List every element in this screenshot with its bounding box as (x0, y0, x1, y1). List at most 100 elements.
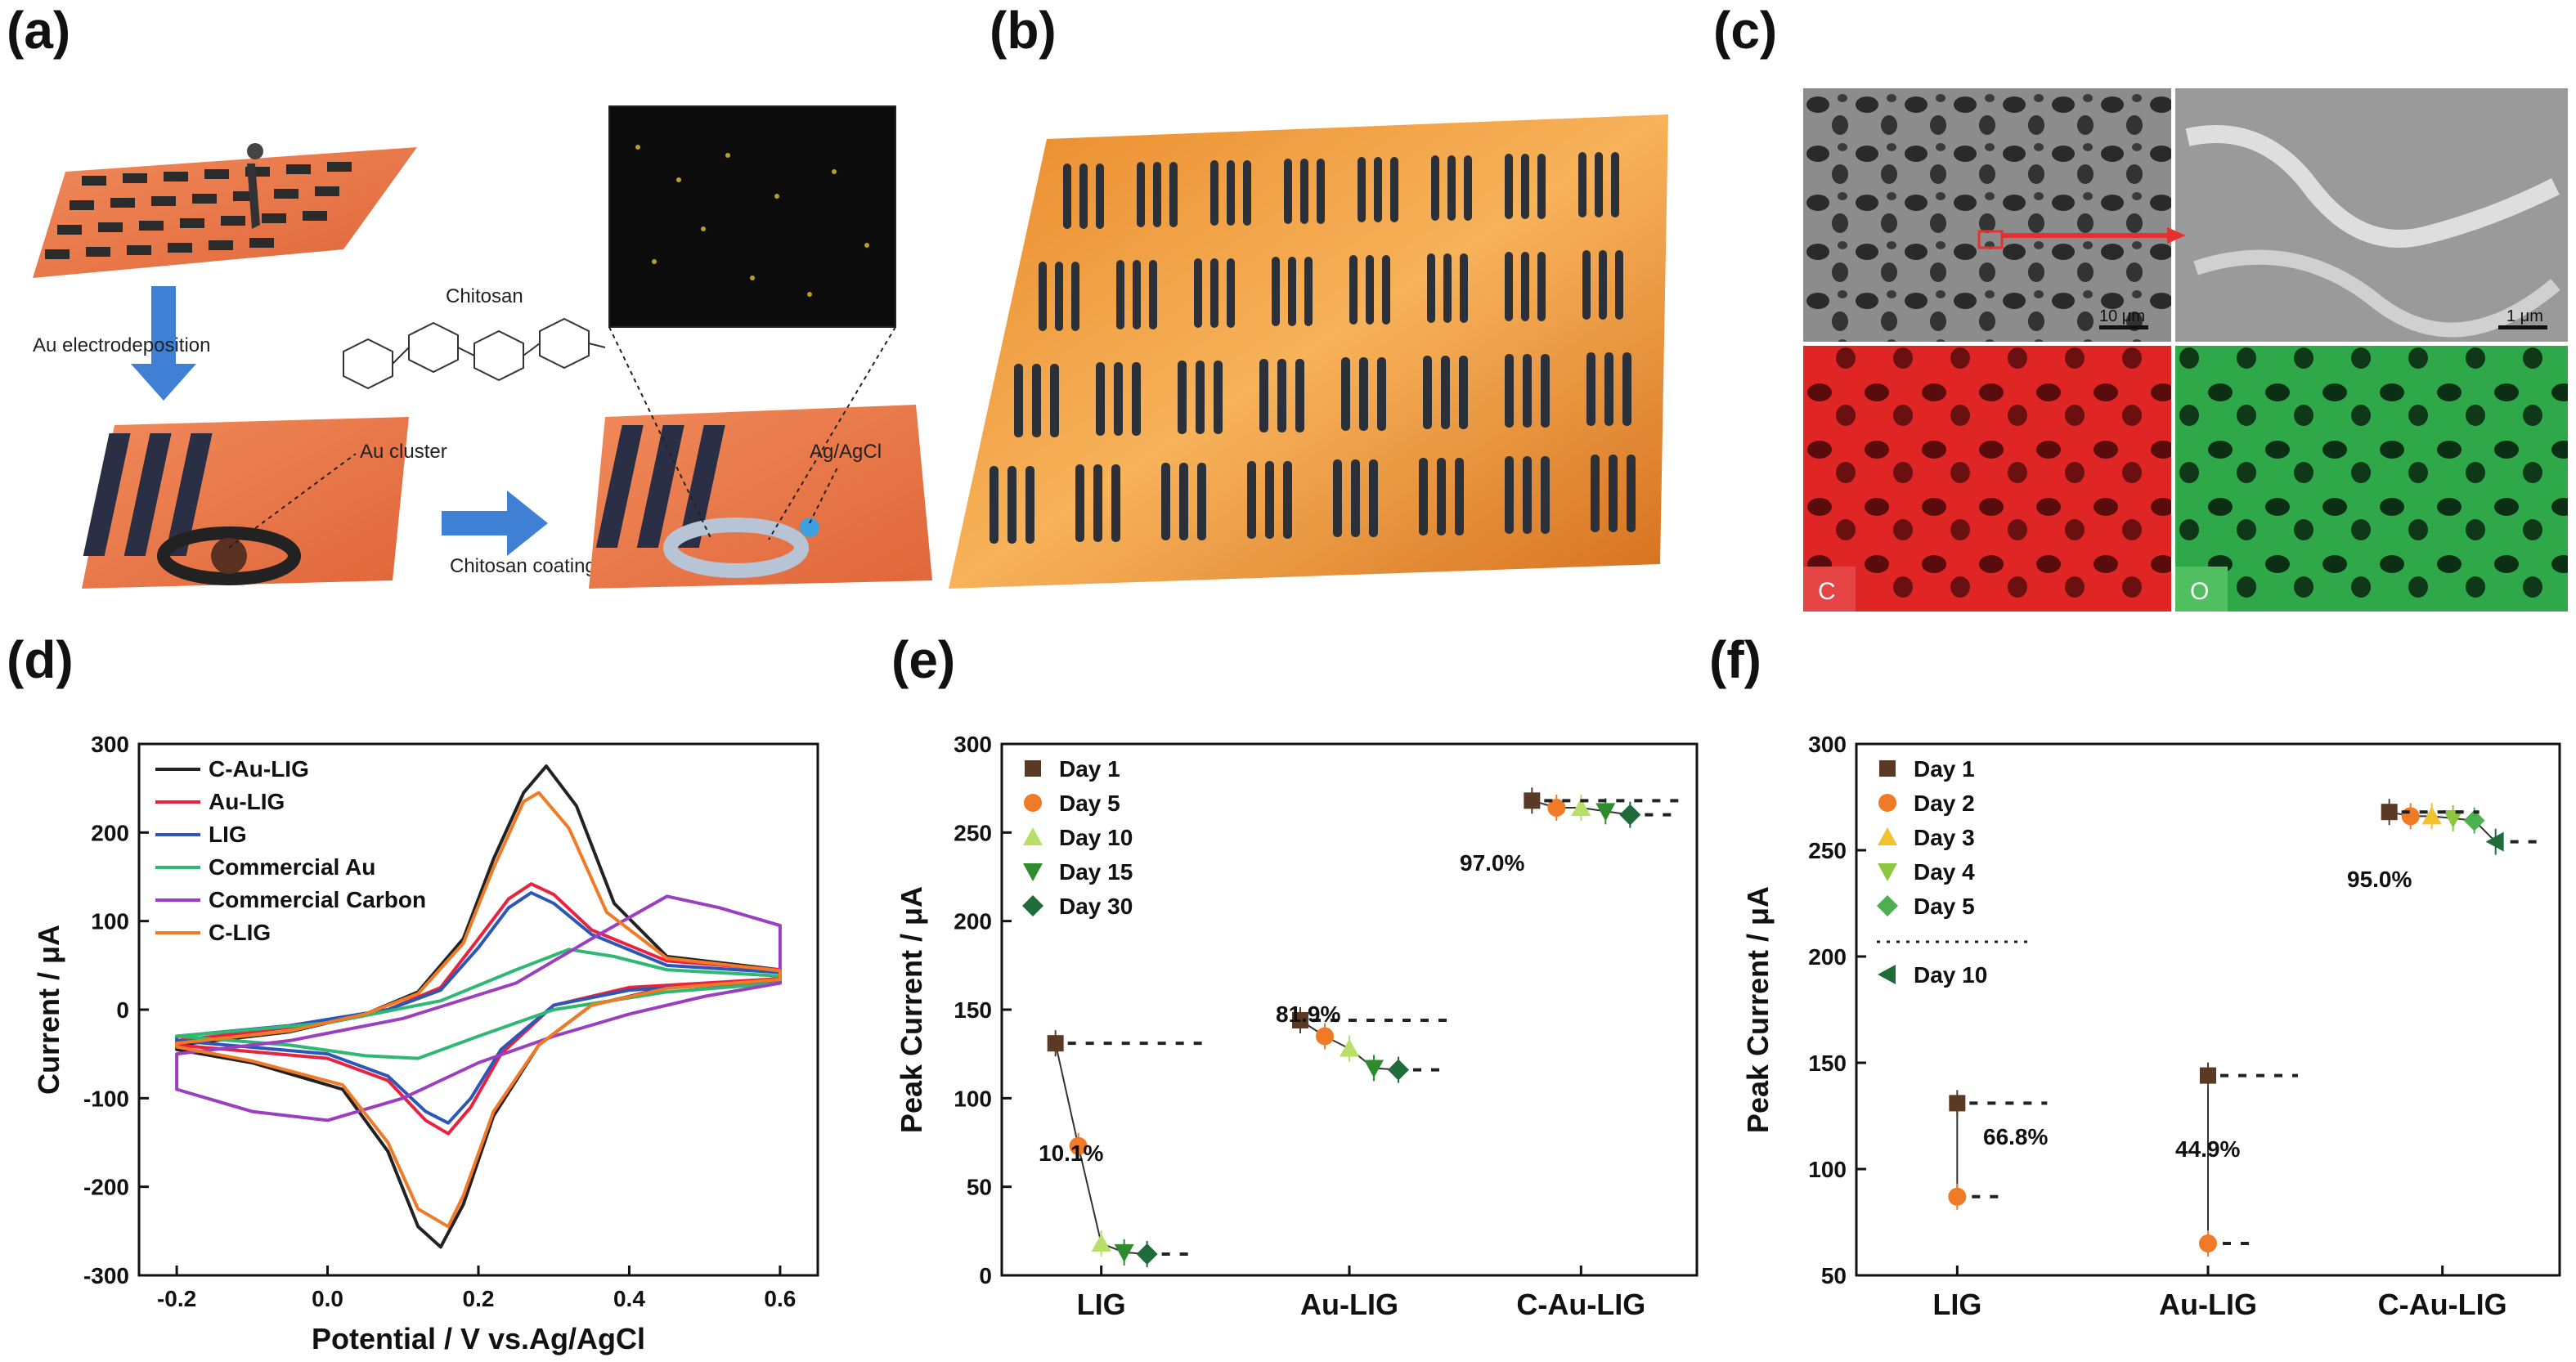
y-tick-label: 250 (1808, 838, 1847, 863)
schematic-illustration: Au electrodeposition Chitosan Au cluster… (33, 105, 932, 589)
data-point (2443, 810, 2463, 828)
label-electrodeposition: Au electrodeposition (33, 334, 210, 356)
category-label: Au-LIG (1300, 1288, 1398, 1321)
legend-marker (1877, 895, 1898, 916)
series-line-c-au-lig (175, 764, 782, 1249)
data-point (1340, 1038, 1359, 1057)
series-line-commercial-carbon (175, 894, 782, 1122)
stability-chart-f: 50 100 150 200 250 300 LIG Au-LIG C-Au-LIG Peak C… (1741, 732, 2561, 1321)
retention-annotation: 10.1% (1039, 1140, 1103, 1166)
label-chitosan-coating: Chitosan coating (450, 555, 596, 577)
x-tick-label: 0.2 (463, 1286, 495, 1311)
category-label: LIG (1932, 1288, 1981, 1321)
legend-marker (1023, 827, 1043, 845)
data-point (1091, 1234, 1111, 1252)
y-axis-title: Peak Current / μA (895, 886, 928, 1133)
y-tick-label: -100 (83, 1086, 129, 1111)
data-point (2381, 804, 2398, 821)
y-tick-label: 100 (1808, 1157, 1847, 1182)
y-tick-label: 200 (1808, 944, 1847, 970)
y-tick-label: 200 (954, 909, 992, 934)
legend-marker (1878, 965, 1896, 984)
legend-marker (1023, 863, 1043, 881)
category-label: C-Au-LIG (2378, 1288, 2507, 1321)
legend-label: Commercial Carbon (209, 887, 426, 912)
legend-label: Au-LIG (209, 789, 285, 814)
sem-eds-panel: 10 μm 1 μm C O (1803, 88, 2568, 612)
legend-label: C-LIG (209, 920, 271, 945)
map-label-o: O (2190, 578, 2209, 605)
y-tick-label: 300 (91, 732, 129, 757)
data-point (1114, 1243, 1134, 1262)
legend-label: Day 5 (1059, 791, 1120, 816)
data-point (2199, 1234, 2217, 1252)
scale-bar-1um: 1 μm (2506, 307, 2543, 325)
legend-label: Commercial Au (209, 854, 375, 880)
y-tick-label: -200 (83, 1175, 129, 1200)
stability-chart-e: 0 50 100 150 200 250 300 LIG Au-LIG C-Au-LIG Peak … (895, 732, 1699, 1321)
data-point (1949, 1095, 1966, 1112)
legend-label: Day 15 (1059, 859, 1133, 885)
legend-label: Day 4 (1914, 859, 1975, 885)
y-tick-label: 0 (116, 997, 129, 1023)
legend-marker (1022, 895, 1043, 916)
legend-marker (1879, 760, 1896, 777)
scale-bar-10um: 10 μm (2099, 307, 2145, 325)
y-tick-label: 250 (954, 820, 992, 845)
panel-label-a: (a) (7, 1, 71, 60)
data-point (1524, 792, 1541, 809)
category-label: C-Au-LIG (1516, 1288, 1645, 1321)
zoom-region-box (1977, 230, 2004, 249)
label-chitosan: Chitosan (446, 285, 523, 307)
x-tick-label: 0.6 (764, 1286, 796, 1311)
x-tick-label: -0.2 (157, 1286, 196, 1311)
y-tick-label: 300 (1808, 732, 1847, 757)
label-au-cluster: Au cluster (360, 441, 447, 463)
y-axis-title: Peak Current / μA (1741, 886, 1775, 1133)
retention-annotation: 95.0% (2347, 867, 2412, 892)
legend-label: Day 3 (1914, 825, 1975, 850)
x-tick-label: 0.0 (312, 1286, 343, 1311)
data-point (1292, 1012, 1308, 1028)
flexible-electrode-photo (949, 114, 1668, 589)
y-tick-label: -300 (83, 1263, 129, 1288)
legend-marker (1878, 827, 1897, 845)
data-point (1364, 1060, 1384, 1078)
data-point (1316, 1027, 1334, 1046)
legend-label: Day 10 (1914, 962, 1987, 988)
panel-label-c: (c) (1713, 1, 1778, 60)
legend-marker (1878, 863, 1897, 881)
label-ag-agcl: Ag/AgCl (810, 441, 882, 463)
data-point (2401, 807, 2420, 826)
map-label-c: C (1818, 578, 1836, 605)
legend-label: Day 2 (1914, 791, 1975, 816)
retention-annotation: 66.8% (1983, 1124, 2048, 1149)
y-tick-label: 300 (954, 732, 992, 757)
chitosan-structure (343, 317, 606, 390)
legend-label: LIG (209, 822, 247, 847)
legend-label: C-Au-LIG (209, 756, 309, 782)
y-tick-label: 50 (967, 1175, 992, 1200)
panel-label-b: (b) (990, 1, 1057, 60)
y-tick-label: 100 (91, 909, 129, 934)
data-point (1948, 1187, 1967, 1206)
panel-label-e: (e) (891, 630, 956, 689)
sem-image-low-mag (1803, 88, 2171, 342)
data-point (1047, 1035, 1064, 1052)
data-point (1571, 798, 1591, 816)
category-label: Au-LIG (2159, 1288, 2257, 1321)
panel-label-d: (d) (7, 630, 74, 689)
legend-label: Day 1 (1059, 756, 1120, 782)
data-point (1136, 1243, 1158, 1265)
legend-marker (1878, 794, 1896, 812)
data-point (2200, 1067, 2216, 1084)
plot-frame (1000, 742, 1699, 1277)
retention-annotation: 81.9% (1276, 1001, 1340, 1027)
eds-map-oxygen (2175, 346, 2568, 612)
data-point (2485, 831, 2504, 852)
retention-annotation: 97.0% (1460, 850, 1524, 876)
y-tick-label: 150 (1808, 1051, 1847, 1076)
legend-label: Day 5 (1914, 894, 1975, 919)
inset-micrograph (608, 105, 896, 328)
y-axis-title: Current / μA (32, 925, 65, 1095)
